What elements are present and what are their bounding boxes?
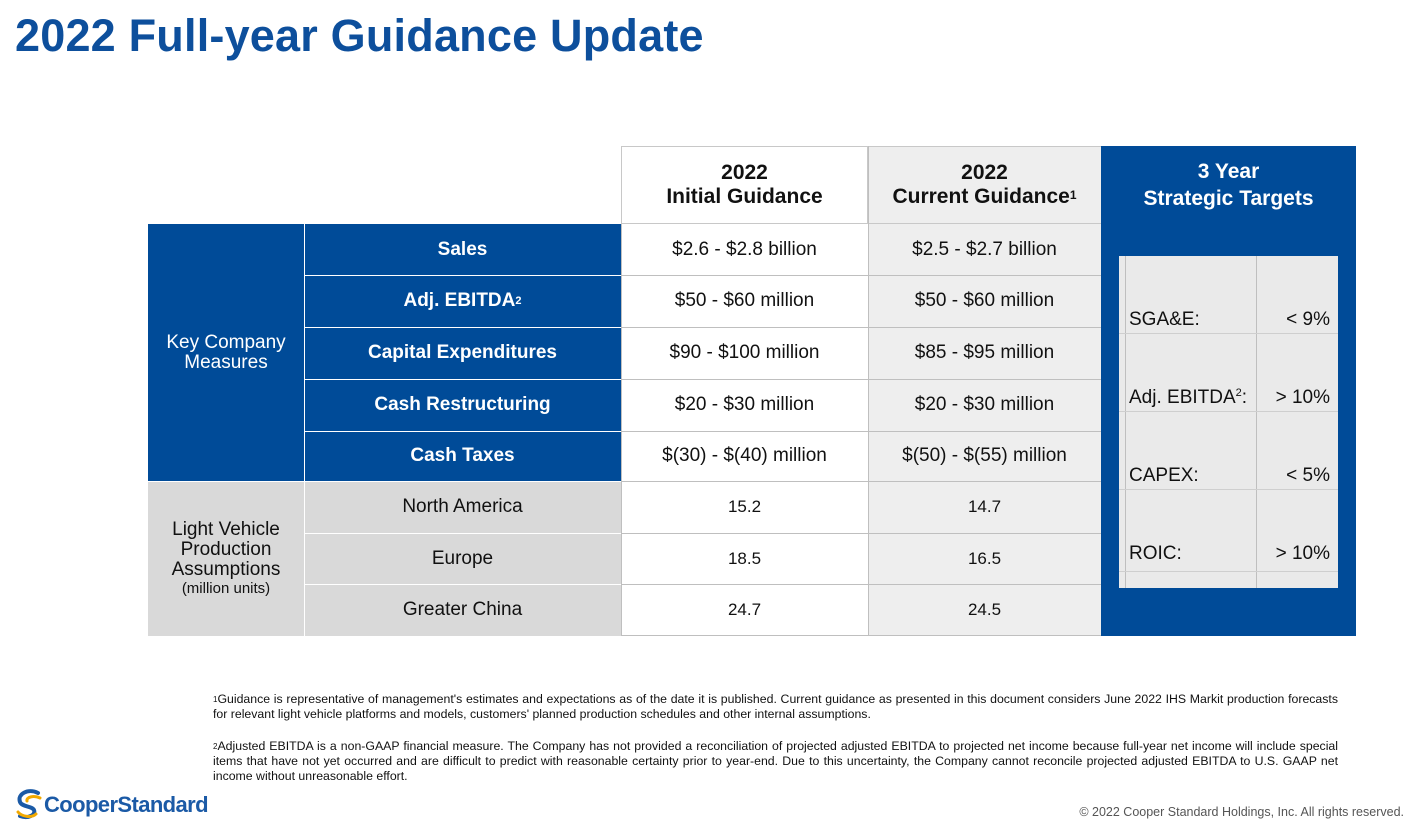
current-cash-taxes: $(50) - $(55) million xyxy=(868,431,1101,481)
grid-line xyxy=(304,327,621,328)
target-label: ROIC: xyxy=(1129,543,1182,564)
header-initial-guidance: 2022 Initial Guidance xyxy=(621,146,868,224)
header-initial-label: Initial Guidance xyxy=(666,185,823,208)
page-title: 2022 Full-year Guidance Update xyxy=(15,10,704,61)
row-label-adj-ebitda: Adj. EBITDA 2 xyxy=(304,275,621,327)
row-label-cash-taxes: Cash Taxes xyxy=(304,431,621,481)
target-value: > 10% xyxy=(1275,543,1330,564)
strategic-targets-title: 3 Year Strategic Targets xyxy=(1143,160,1314,210)
target-row-sgae: SGA&E: < 9% xyxy=(1119,256,1338,334)
initial-adj-ebitda: $50 - $60 million xyxy=(621,275,868,327)
logo-swoosh-icon xyxy=(16,789,42,820)
current-adj-ebitda: $50 - $60 million xyxy=(868,275,1101,327)
targets-divider xyxy=(1125,256,1126,588)
current-greater-china: 24.5 xyxy=(868,584,1101,636)
grid-line xyxy=(621,224,622,636)
target-value: < 5% xyxy=(1286,465,1330,486)
target-row-roic: ROIC: > 10% xyxy=(1119,490,1338,572)
light-vehicle-label: Light Vehicle Production Assumptions (mi… xyxy=(148,481,304,636)
grid-line xyxy=(621,431,1101,432)
row-label-europe: Europe xyxy=(304,533,621,584)
grid-line xyxy=(304,224,305,636)
target-value: < 9% xyxy=(1286,309,1330,330)
targets-divider xyxy=(1256,256,1257,588)
grid-line xyxy=(621,379,1101,380)
grid-line xyxy=(621,533,1101,534)
target-row-adj-ebitda: Adj. EBITDA2: > 10% xyxy=(1119,334,1338,412)
header-current-label: Current Guidance xyxy=(892,185,1070,208)
copyright: © 2022 Cooper Standard Holdings, Inc. Al… xyxy=(1079,805,1404,819)
initial-capex: $90 - $100 million xyxy=(621,327,868,379)
target-label: Adj. EBITDA2: xyxy=(1129,387,1248,408)
target-label: SGA&E: xyxy=(1129,309,1200,330)
current-sales: $2.5 - $2.7 billion xyxy=(868,224,1101,275)
row-label-cash-restructuring: Cash Restructuring xyxy=(304,379,621,431)
current-cash-restructuring: $20 - $30 million xyxy=(868,379,1101,431)
target-row-capex: CAPEX: < 5% xyxy=(1119,412,1338,490)
initial-cash-taxes: $(30) - $(40) million xyxy=(621,431,868,481)
grid-line xyxy=(621,481,1101,482)
cooper-standard-logo: CooperStandard xyxy=(14,787,209,823)
key-company-measures-label: Key Company Measures xyxy=(148,224,304,481)
target-value: > 10% xyxy=(1275,387,1330,408)
header-current-guidance: 2022 Current Guidance1 xyxy=(868,146,1101,224)
grid-line xyxy=(304,379,621,380)
initial-greater-china: 24.7 xyxy=(621,584,868,636)
grid-line xyxy=(304,584,621,585)
grid-line xyxy=(621,584,1101,585)
grid-line xyxy=(148,481,621,482)
initial-sales: $2.6 - $2.8 billion xyxy=(621,224,868,275)
row-label-sales: Sales xyxy=(304,224,621,275)
header-current-label-wrap: Current Guidance1 xyxy=(892,185,1076,209)
row-label-north-america: North America xyxy=(304,481,621,533)
current-capex: $85 - $95 million xyxy=(868,327,1101,379)
light-vehicle-units: (million units) xyxy=(181,579,271,597)
logo-text: CooperStandard xyxy=(44,792,209,817)
grid-line xyxy=(868,146,869,636)
grid-line xyxy=(304,533,621,534)
footnote-1: 1Guidance is representative of managemen… xyxy=(213,692,1338,721)
grid-line xyxy=(304,275,621,276)
grid-line xyxy=(621,327,1101,328)
grid-line xyxy=(621,635,1101,636)
current-north-america: 14.7 xyxy=(868,481,1101,533)
target-label: CAPEX: xyxy=(1129,465,1199,486)
row-label-capex: Capital Expenditures xyxy=(304,327,621,379)
header-initial-year: 2022 xyxy=(721,161,768,184)
grid-line xyxy=(304,431,621,432)
initial-europe: 18.5 xyxy=(621,533,868,584)
initial-cash-restructuring: $20 - $30 million xyxy=(621,379,868,431)
header-current-sup: 1 xyxy=(1069,188,1077,202)
row-label-greater-china: Greater China xyxy=(304,584,621,636)
header-current-year: 2022 xyxy=(961,161,1008,184)
grid-line xyxy=(621,275,1101,276)
initial-north-america: 15.2 xyxy=(621,481,868,533)
adj-ebitda-sup: 2 xyxy=(515,295,522,307)
targets-box xyxy=(1119,256,1338,588)
footnote-2: 2Adjusted EBITDA is a non-GAAP financial… xyxy=(213,739,1338,783)
current-europe: 16.5 xyxy=(868,533,1101,584)
